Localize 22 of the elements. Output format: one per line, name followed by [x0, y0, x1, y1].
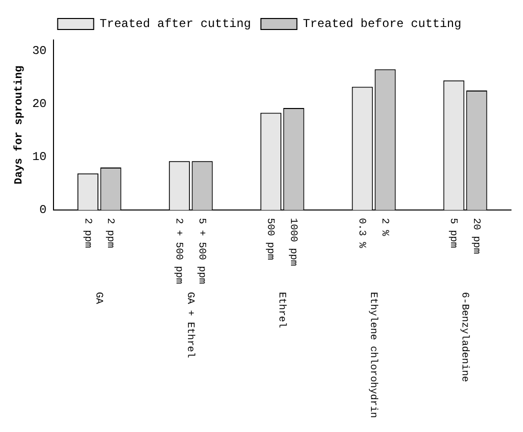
- text: GA + Ethrel: [184, 292, 196, 358]
- x-tick-label: 5 ppm: [447, 218, 458, 248]
- text: 6-Benzyladenine: [458, 292, 471, 382]
- y-tick-label: 20: [32, 96, 47, 111]
- legend-label: Treated before cutting: [302, 17, 462, 32]
- x-tick-label: 5 + 500 ppm: [196, 218, 207, 284]
- text: Ethylene chlorohydrin: [367, 292, 380, 418]
- y-axis-title: Days for sprouting: [12, 66, 26, 184]
- text: GA: [92, 292, 104, 304]
- x-tick-label: 500 ppm: [264, 218, 276, 260]
- x-tick-label: 20 ppm: [470, 218, 482, 254]
- x-tick-label: 0.3 %: [356, 218, 367, 248]
- y-tick-label: 10: [32, 150, 47, 164]
- x-tick-label: 1000 ppm: [287, 218, 298, 266]
- x-tick-label: 2 + 500 ppm: [172, 218, 184, 284]
- legend-label: Treated after cutting: [100, 17, 251, 32]
- y-tick-label: 30: [32, 44, 47, 58]
- x-tick-label: 2 %: [378, 218, 390, 236]
- text: Ethrel: [276, 292, 288, 328]
- y-tick-label: 0: [39, 203, 47, 218]
- x-tick-label: 2 ppm: [104, 218, 116, 248]
- x-tick-label: 2 ppm: [81, 218, 92, 248]
